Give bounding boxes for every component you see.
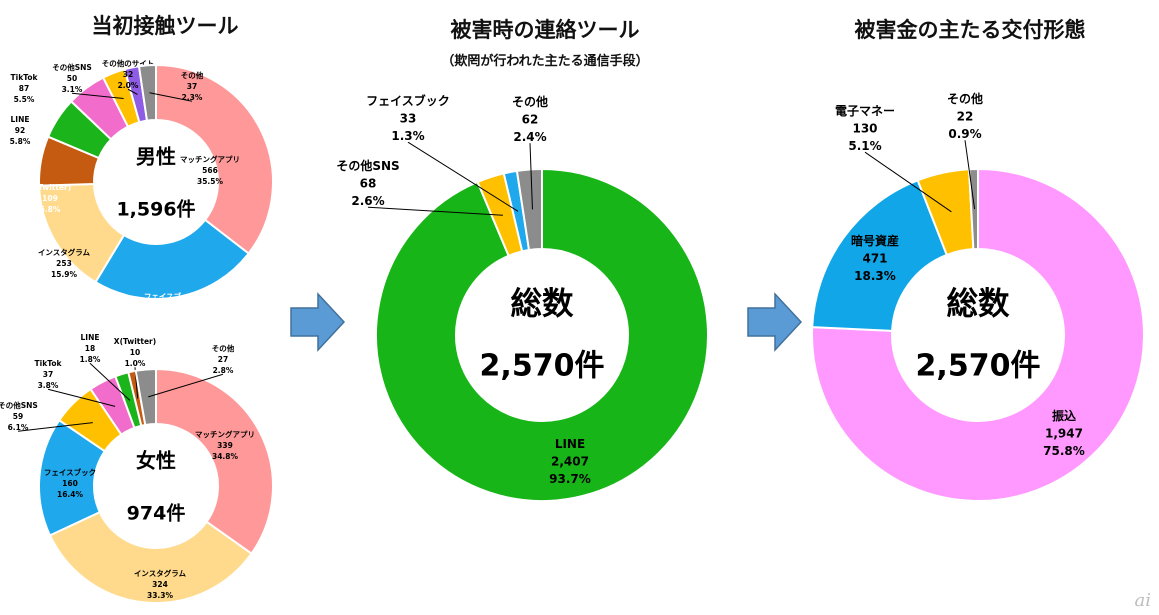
male-slice-label-1: フェイスブック 370 23.2% [144,291,196,323]
contact-slice-label-3: その他 62 2.4% [512,94,548,144]
male-slice-label-6: その他SNS 50 3.1% [52,62,92,94]
female-leader-line-4 [47,388,116,407]
payment-slice-label-1: 暗号資産 471 18.3% [851,233,899,283]
middle-panel-subtitle: （欺罔が行われた主たる通信手段） [441,54,649,69]
female-slice-label-1: インスタグラム 324 33.3% [134,568,187,600]
female-donut: マッチングアプリ 339 34.8% インスタグラム 324 33.3% フェイスブック 16… [0,333,274,604]
right-arrow-icon [747,292,803,352]
female-slice-label-0: マッチングアプリ 339 34.8% [195,429,255,461]
male-leader-line-8 [149,92,193,102]
female-leader-line-7 [148,373,224,398]
male-slice-label-5: TikTok 87 5.5% [11,73,39,104]
male-center-label-0: 男性 [136,145,176,169]
male-center-label-1: 1,596件 [116,198,195,221]
female-center-label-1: 974件 [127,502,186,525]
female-center-label-0: 女性 [136,449,176,473]
female-leader-line-3 [17,422,93,432]
female-slice-label-3: その他SNS 59 6.1% [0,400,38,432]
left-panel-title: 当初接触ツール [91,14,239,38]
female-slice-label-5: LINE 18 1.8% [80,333,101,364]
male-slice-label-3: X(Twitter) 109 6.8% [29,183,71,214]
contact-slice-3 [515,167,543,252]
payment-slice-label-0: 振込 1,947 75.8% [1043,408,1085,458]
male-slice-1 [94,218,251,300]
contact-slice-0 [375,167,709,502]
payment-center-label-0: 総数 [946,286,1010,322]
payment-slice-3 [968,167,979,251]
contact-leader-line-2 [407,141,519,212]
male-slice-label-0: マッチングアプリ 566 35.5% [180,154,240,186]
male-slice-label-4: LINE 92 5.8% [10,115,31,146]
contact-leader-line-3 [529,143,533,210]
right-arrow-icon [290,292,346,352]
female-slice-label-4: TikTok 37 3.8% [35,359,63,390]
male-slice-8 [137,63,157,122]
contact-center-label-1: 2,570件 [480,349,605,384]
contact-slice-label-0: LINE 2,407 93.7% [549,437,591,486]
male-leader-line-7 [127,88,138,95]
female-leader-line-5 [89,362,131,401]
payment-leader-line-2 [864,151,952,213]
contact-center-label-0: 総数 [510,286,574,322]
payment-center-label-1: 2,570件 [916,349,1041,384]
female-slice-label-2: フェイスブック 160 16.4% [44,467,96,499]
payment-donut: 振込 1,947 75.8% 暗号資産 471 18.3% 電子マネー 130 5.1% その他 2… [811,91,1145,502]
middle-panel-title: 被害時の連絡ツール [450,18,640,42]
male-donut: マッチングアプリ 566 35.5% フェイスブック 370 23.2% インスタグラム 25… [10,58,274,323]
male-slice-label-2: インスタグラム 253 15.9% [38,247,91,279]
female-slice-7 [134,367,157,427]
male-slice-label-7: その他のサイト 32 2.0% [102,58,155,90]
female-slice-1 [48,510,253,604]
right-panel-title: 被害金の主たる交付形態 [854,18,1086,42]
male-leader-line-6 [71,92,124,100]
contact-donut: LINE 2,407 93.7% その他SNS 68 2.6% フェイスブック 33 1.3% そ… [336,93,709,502]
male-slice-0 [155,63,274,255]
payment-slice-label-3: その他 22 0.9% [947,91,983,141]
payment-slice-1 [811,179,949,332]
contact-slice-label-2: フェイスブック 33 1.3% [366,93,450,143]
contact-slice-label-1: その他SNS 68 2.6% [336,158,399,208]
contact-leader-line-1 [367,206,503,216]
payment-leader-line-3 [964,140,976,210]
female-slice-label-7: その他 27 2.8% [212,343,235,375]
female-slice-0 [155,367,274,556]
watermark-logo: ai [1134,590,1152,611]
payment-slice-0 [811,167,1145,502]
female-slice-label-6: X(Twitter) 10 1.0% [114,337,156,368]
payment-slice-label-2: 電子マネー 130 5.1% [835,104,895,153]
male-slice-label-8: その他 37 2.3% [181,70,204,102]
